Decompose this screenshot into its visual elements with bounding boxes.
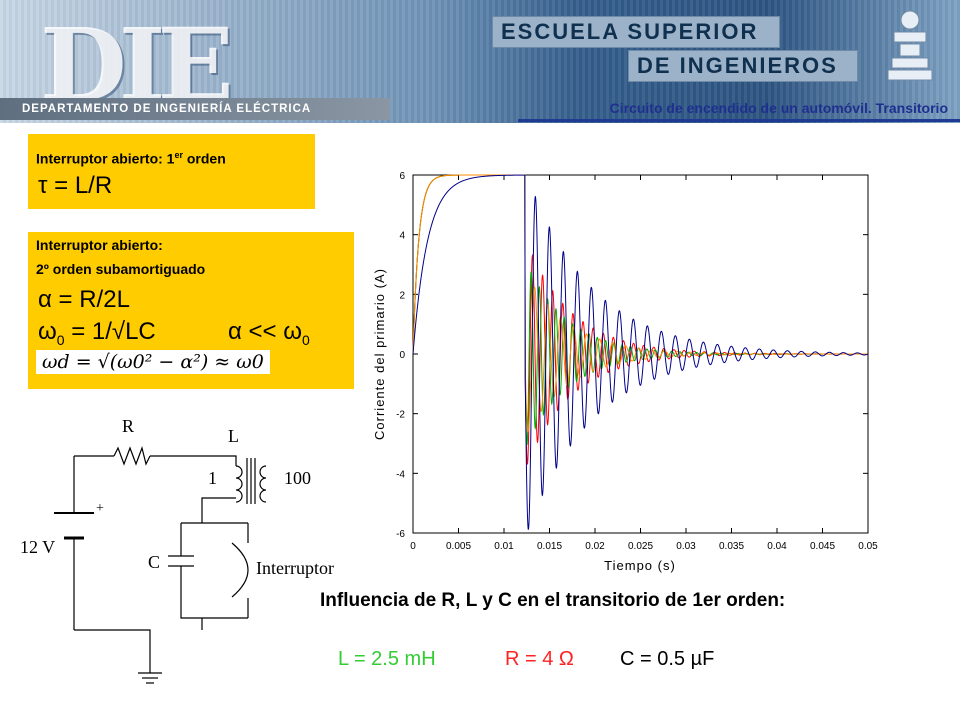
y-tick-label: 4 [399, 231, 405, 242]
source-voltage-label: 12 V [20, 537, 55, 557]
resistor-symbol [113, 445, 151, 466]
slide-title: Circuito de encendido de un automóvil. T… [609, 100, 948, 116]
department-name: DEPARTAMENTO DE INGENIERÍA ELÉCTRICA [0, 98, 390, 120]
capacitance-value: C = 0.5 µF [620, 648, 715, 670]
inductance-value: L = 2.5 mH [338, 648, 436, 670]
x-tick-label: 0.045 [810, 541, 835, 552]
inductor-label: L [228, 426, 239, 446]
y-tick-label: 2 [399, 290, 405, 301]
y-tick-label: -2 [396, 410, 405, 421]
y-tick-label: -6 [396, 529, 405, 540]
x-tick-label: 0.005 [446, 541, 471, 552]
x-tick-label: 0.05 [858, 541, 878, 552]
omega0-symbol: ω [38, 318, 57, 345]
omega0-equation: ω0 = 1/√LC [38, 318, 156, 348]
school-name-line2: DE INGENIEROS [628, 50, 858, 82]
condition-text: α << ω [228, 318, 302, 345]
ignition-circuit-diagram: R L 1 100 + 12 V C Interruptor [20, 416, 334, 684]
first-order-label-sup: er [174, 150, 183, 160]
series-line-3 [412, 174, 869, 530]
battery-symbol [54, 512, 94, 540]
ground-symbol [138, 672, 162, 684]
resistance-value: R = 4 Ω [505, 648, 574, 670]
circuit-wires [73, 455, 248, 673]
y-axis-title: Corriente del primario (A) [372, 268, 387, 440]
x-tick-label: 0.015 [537, 541, 562, 552]
tau-equation: τ = L/R [38, 172, 113, 199]
y-tick-label: -4 [396, 469, 405, 480]
university-emblem-icon [887, 10, 933, 81]
second-order-label-line2: 2º orden subamortiguado [36, 261, 206, 277]
secondary-turns-label: 100 [284, 468, 311, 488]
first-order-box: Interruptor abierto: 1er orden τ = L/R [28, 134, 315, 209]
school-name-line1: ESCUELA SUPERIOR [492, 16, 780, 48]
x-tick-label: 0.02 [585, 541, 605, 552]
influence-heading: Influencia de R, L y C en el transitorio… [320, 590, 786, 611]
battery-plus-sign: + [96, 501, 104, 516]
first-order-label-end: orden [182, 150, 226, 167]
primary-current-chart: 0 0.005 0.01 0.015 0.02 0.025 0.03 0.035 0.04 0.0… [372, 171, 878, 573]
x-tick-label: 0.01 [494, 541, 514, 552]
second-order-label-line1: Interruptor abierto: [36, 237, 163, 253]
x-tick-label: 0 [410, 541, 416, 552]
y-tick-label: 0 [399, 350, 405, 361]
header-divider [518, 119, 960, 122]
omega0-sub: 0 [56, 331, 65, 348]
capacitor-label: C [148, 552, 160, 572]
x-tick-label: 0.025 [628, 541, 653, 552]
x-tick-label: 0.04 [767, 541, 787, 552]
resistor-label: R [122, 416, 134, 436]
underdamped-condition: α << ω0 [228, 318, 310, 348]
x-tick-label: 0.03 [676, 541, 696, 552]
x-tick-label: 0.035 [719, 541, 744, 552]
interrupter-switch-symbol [231, 523, 249, 618]
series-line-2 [412, 174, 868, 433]
condition-sub: 0 [301, 331, 310, 348]
capacitor-symbol [168, 555, 194, 567]
primary-turns-label: 1 [208, 468, 217, 488]
transformer-symbol [235, 458, 267, 504]
omega0-rest: = 1/√LC [64, 318, 156, 345]
x-axis-title: Tiempo (s) [604, 558, 676, 573]
first-order-label-text: Interruptor abierto: 1 [36, 150, 175, 167]
y-tick-label: 6 [399, 171, 405, 182]
alpha-equation: α = R/2L [38, 286, 130, 313]
header-banner: DIE ESCUELA SUPERIOR DE INGENIEROS DEPAR… [0, 0, 960, 123]
second-order-box: Interruptor abierto: 2º orden subamortig… [28, 232, 354, 389]
damped-frequency-equation: ωd = √(ω0² − α²) ≈ ω0 [36, 350, 270, 374]
interrupter-label: Interruptor [256, 558, 334, 578]
first-order-label: Interruptor abierto: 1er orden [36, 150, 226, 167]
